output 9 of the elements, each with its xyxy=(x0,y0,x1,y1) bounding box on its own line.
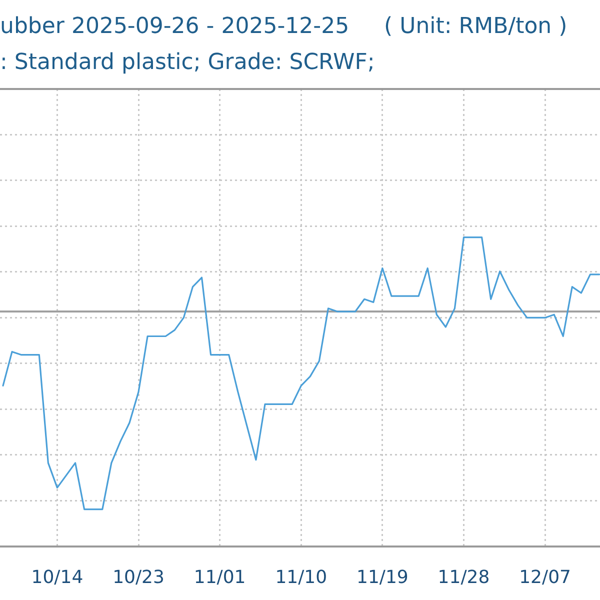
chart-title: ubber 2025-09-26 - 2025-12-25 ( Unit: RMB/ton ) xyxy=(0,13,568,41)
x-tick-label: 10/14 xyxy=(31,566,84,588)
chart-subtitle: : Standard plastic; Grade: SCRWF; xyxy=(0,49,375,77)
x-tick-label: 12/07 xyxy=(519,566,571,588)
x-tick-label: 11/19 xyxy=(356,566,408,588)
x-tick-label: 10/23 xyxy=(112,566,164,588)
x-tick-label: 11/10 xyxy=(275,566,328,588)
x-tick-label: 11/01 xyxy=(194,566,246,588)
x-tick-label: 11/28 xyxy=(438,566,490,588)
